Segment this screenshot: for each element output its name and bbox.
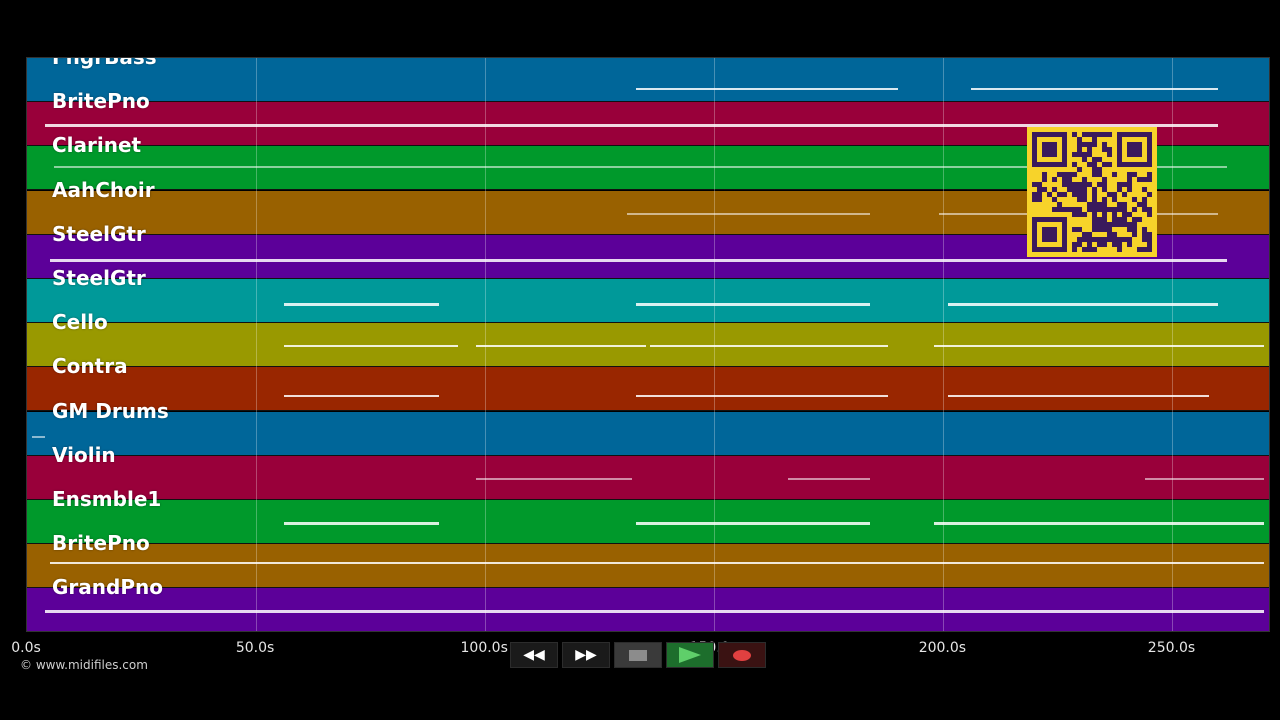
note-bar bbox=[947, 303, 1219, 306]
track-name: GM Drums bbox=[52, 398, 169, 423]
track-name: Clarinet bbox=[52, 133, 142, 158]
track-lane[interactable]: SteelGtr bbox=[27, 266, 1269, 323]
note-bar bbox=[283, 303, 440, 306]
track-lane[interactable]: Contra bbox=[27, 354, 1269, 412]
note-bar bbox=[947, 395, 1210, 398]
record-icon bbox=[733, 649, 751, 661]
time-tick-label: 0.0s bbox=[11, 640, 41, 656]
note-bar bbox=[476, 345, 646, 348]
fast-forward-icon: ▶▶ bbox=[575, 647, 597, 663]
play-icon bbox=[679, 647, 701, 663]
note-bar bbox=[636, 522, 871, 525]
note-bar bbox=[636, 88, 898, 90]
track-name: BritePno bbox=[52, 89, 150, 114]
note-bar bbox=[49, 258, 1228, 262]
note-bar bbox=[650, 345, 889, 348]
time-tick-label: 50.0s bbox=[235, 640, 275, 656]
note-bar bbox=[283, 345, 458, 348]
transport-controls: ◀◀ ▶▶ bbox=[510, 642, 766, 670]
note-bar bbox=[31, 435, 46, 438]
time-tick-label: 200.0s bbox=[918, 640, 967, 656]
fast-forward-button[interactable]: ▶▶ bbox=[562, 642, 610, 668]
note-bar bbox=[283, 395, 440, 398]
note-bar bbox=[283, 522, 440, 525]
track-lane[interactable]: BritePno bbox=[27, 531, 1269, 589]
record-button[interactable] bbox=[718, 642, 766, 668]
stop-icon bbox=[629, 649, 647, 661]
track-name: GrandPno bbox=[52, 575, 163, 600]
rewind-button[interactable]: ◀◀ bbox=[510, 642, 558, 668]
note-bar bbox=[787, 477, 871, 480]
rewind-icon: ◀◀ bbox=[523, 647, 545, 663]
track-name: SteelGtr bbox=[52, 266, 146, 290]
note-bar bbox=[627, 212, 871, 215]
track-lane[interactable]: GM Drums bbox=[27, 399, 1269, 456]
note-bar bbox=[934, 345, 1265, 348]
play-button[interactable] bbox=[666, 642, 714, 668]
time-tick-label: 250.0s bbox=[1147, 640, 1196, 656]
track-name: Contra bbox=[52, 354, 128, 379]
note-bar bbox=[1144, 477, 1265, 480]
time-tick-label: 100.0s bbox=[460, 640, 508, 656]
track-name: BritePno bbox=[52, 531, 150, 556]
time-gridline bbox=[714, 58, 716, 631]
track-lane[interactable]: GrandPno bbox=[27, 575, 1269, 631]
qr-code-icon bbox=[1027, 127, 1157, 257]
note-bar bbox=[934, 522, 1265, 525]
note-bar bbox=[636, 395, 889, 398]
time-gridline bbox=[485, 58, 487, 631]
note-bar bbox=[970, 88, 1219, 90]
time-gridline bbox=[256, 58, 258, 631]
track-name: Ensmble1 bbox=[52, 487, 162, 511]
track-name: SteelGtr bbox=[52, 221, 146, 246]
copyright-text: © www.midifiles.com bbox=[20, 658, 148, 672]
track-name: FngrBass bbox=[52, 57, 157, 69]
time-gridline bbox=[1172, 58, 1174, 631]
note-bar bbox=[45, 124, 1219, 128]
track-name: Cello bbox=[52, 310, 108, 335]
track-name: AahChoir bbox=[52, 177, 155, 202]
note-bar bbox=[476, 477, 632, 480]
track-lane[interactable]: FngrBass bbox=[27, 58, 1269, 102]
note-bar bbox=[54, 166, 1228, 169]
note-bar bbox=[45, 610, 1265, 614]
track-lane[interactable]: Violin bbox=[27, 443, 1269, 500]
note-bar bbox=[49, 562, 1265, 565]
time-gridline bbox=[943, 58, 945, 631]
stop-button[interactable] bbox=[614, 642, 662, 668]
track-name: Violin bbox=[52, 442, 116, 467]
note-bar bbox=[636, 303, 871, 306]
